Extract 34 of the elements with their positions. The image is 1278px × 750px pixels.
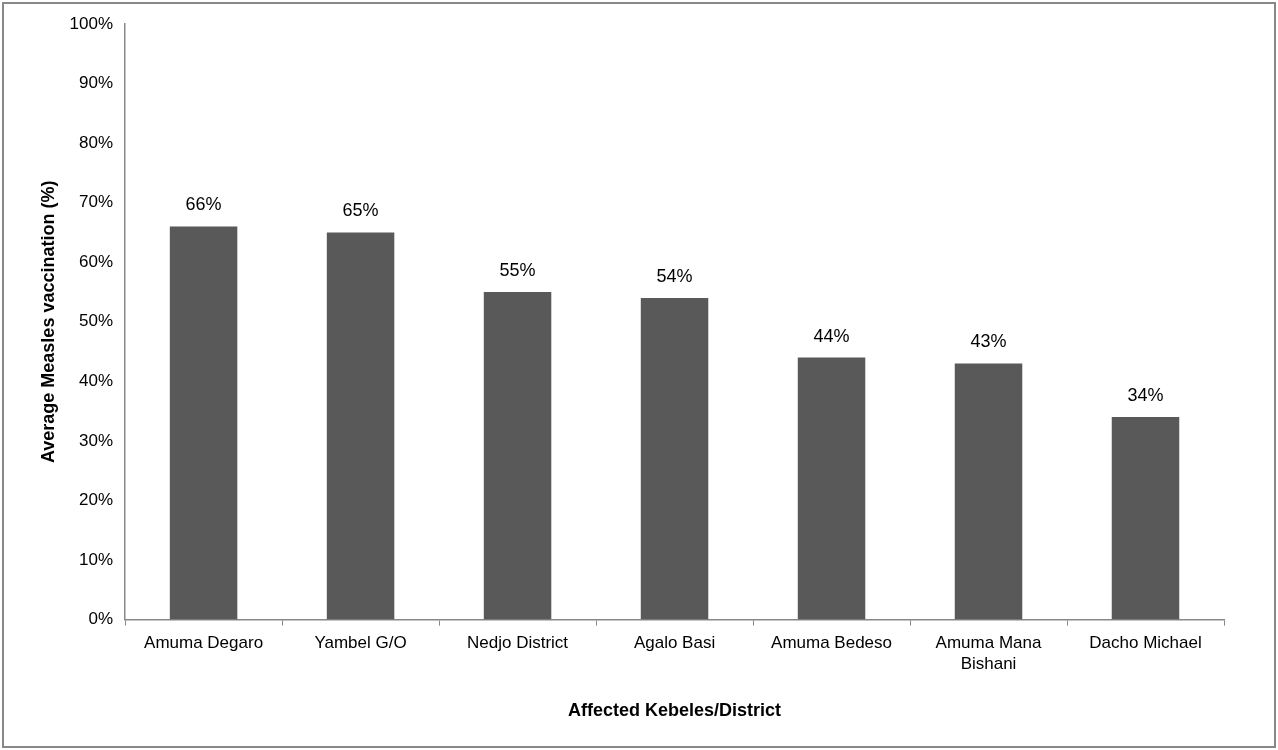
data-label: 66% bbox=[185, 194, 222, 215]
data-label: 43% bbox=[970, 331, 1007, 352]
data-label: 65% bbox=[342, 200, 379, 221]
bar bbox=[640, 297, 709, 620]
y-tick-label: 20% bbox=[79, 490, 114, 510]
y-axis-title: Average Measles vaccination (%) bbox=[37, 180, 58, 464]
y-tick-label: 70% bbox=[79, 192, 114, 212]
x-tick-label: Dacho Michael bbox=[1089, 633, 1202, 653]
y-tick-label: 60% bbox=[79, 251, 114, 271]
data-label: 34% bbox=[1127, 385, 1164, 406]
bar bbox=[169, 226, 238, 620]
x-tick-label: Yambel G/O bbox=[314, 633, 407, 653]
y-tick-label: 80% bbox=[79, 132, 114, 152]
x-tick-label: Amuma Degaro bbox=[144, 633, 264, 653]
bar bbox=[797, 357, 866, 620]
y-tick-label: 50% bbox=[79, 311, 114, 331]
data-label: 55% bbox=[499, 259, 536, 280]
y-tick-label: 30% bbox=[79, 430, 114, 450]
bar bbox=[326, 232, 395, 620]
x-tick-label: Amuma Mana Bishani bbox=[935, 633, 1042, 673]
bar bbox=[1111, 417, 1180, 620]
data-label: 54% bbox=[656, 265, 693, 286]
y-tick-label: 100% bbox=[69, 13, 114, 33]
bar bbox=[954, 363, 1023, 620]
x-tick-label: Nedjo District bbox=[467, 633, 569, 653]
y-tick-label: 40% bbox=[79, 371, 114, 391]
x-tick-label: Amuma Bedeso bbox=[771, 633, 892, 653]
bar bbox=[483, 292, 552, 620]
y-tick-label: 10% bbox=[79, 549, 114, 569]
x-axis-title: Affected Kebeles/District bbox=[568, 700, 782, 721]
y-tick-label: 0% bbox=[88, 609, 114, 629]
x-tick-label: Agalo Basi bbox=[633, 633, 716, 653]
y-tick-label: 90% bbox=[79, 73, 114, 93]
data-label: 44% bbox=[813, 325, 850, 346]
